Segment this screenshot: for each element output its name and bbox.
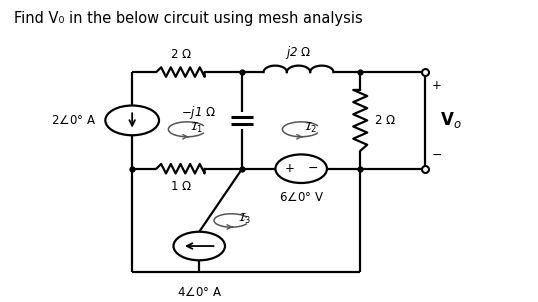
Text: 1 $\Omega$: 1 $\Omega$	[169, 180, 192, 193]
Text: $\mathcal{I}_3$: $\mathcal{I}_3$	[238, 212, 251, 226]
Text: +: +	[285, 162, 294, 175]
Text: 4$\angle$0° A: 4$\angle$0° A	[176, 286, 222, 299]
Text: 2 $\Omega$: 2 $\Omega$	[373, 114, 395, 127]
Text: +: +	[432, 79, 442, 92]
Text: 2 $\Omega$: 2 $\Omega$	[169, 48, 192, 61]
Text: $-j$1 $\Omega$: $-j$1 $\Omega$	[181, 104, 216, 121]
Text: $\mathcal{I}_2$: $\mathcal{I}_2$	[304, 121, 317, 135]
Text: $j$2 $\Omega$: $j$2 $\Omega$	[285, 44, 312, 61]
Text: Find V₀ in the below circuit using mesh analysis: Find V₀ in the below circuit using mesh …	[14, 11, 363, 26]
Text: 2$\angle$0° A: 2$\angle$0° A	[51, 114, 96, 127]
Text: $\mathbf{V}_o$: $\mathbf{V}_o$	[440, 111, 461, 130]
Text: 6$\angle$0° V: 6$\angle$0° V	[279, 191, 324, 204]
Text: $\mathcal{I}_1$: $\mathcal{I}_1$	[190, 121, 203, 135]
Text: −: −	[432, 149, 443, 162]
Text: −: −	[308, 162, 318, 175]
